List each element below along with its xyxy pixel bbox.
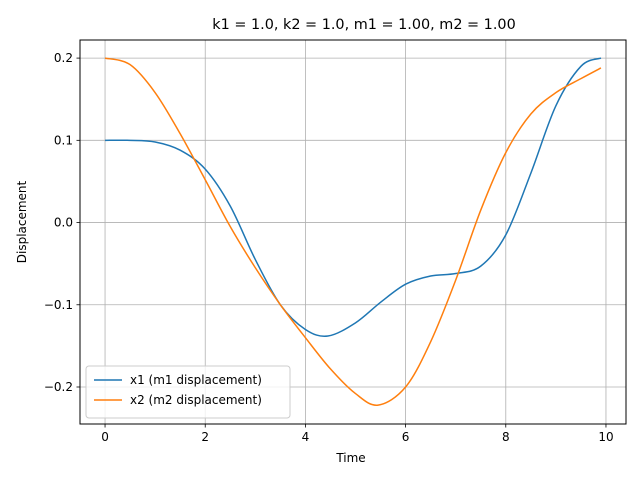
y-axis-ticks: −0.2 −0.1 0.0 0.1 0.2 [44,51,80,394]
series-line-2 [104,57,602,406]
y-tick-label: 0.2 [54,51,73,65]
y-axis-label: Displacement [15,180,29,263]
chart-title: k1 = 1.0, k2 = 1.0, m1 = 1.00, m2 = 1.00 [212,17,515,33]
x-axis-label: Time [335,451,365,465]
y-tick-label: −0.1 [44,298,73,312]
legend: x1 (m1 displacement) x2 (m2 displacement) [85,365,291,419]
y-tick-label: 0.1 [54,133,73,147]
axes-frame [79,39,627,425]
x-tick-label: 10 [598,430,613,444]
x-tick-label: 2 [201,430,209,444]
x-axis-ticks: 0 2 4 6 8 10 [101,424,614,444]
legend-label-2: x2 (m2 displacement) [130,393,262,407]
x-tick-label: 6 [402,430,410,444]
legend-label-1: x1 (m1 displacement) [130,373,262,387]
series-line-1 [105,57,602,338]
x-tick-label: 0 [101,430,109,444]
grid [80,40,626,424]
x-tick-label: 8 [502,430,510,444]
y-tick-label: 0.0 [54,216,73,230]
x-tick-label: 4 [302,430,310,444]
y-tick-label: −0.2 [44,380,73,394]
legend-box [85,365,291,419]
plot-series [104,57,602,406]
